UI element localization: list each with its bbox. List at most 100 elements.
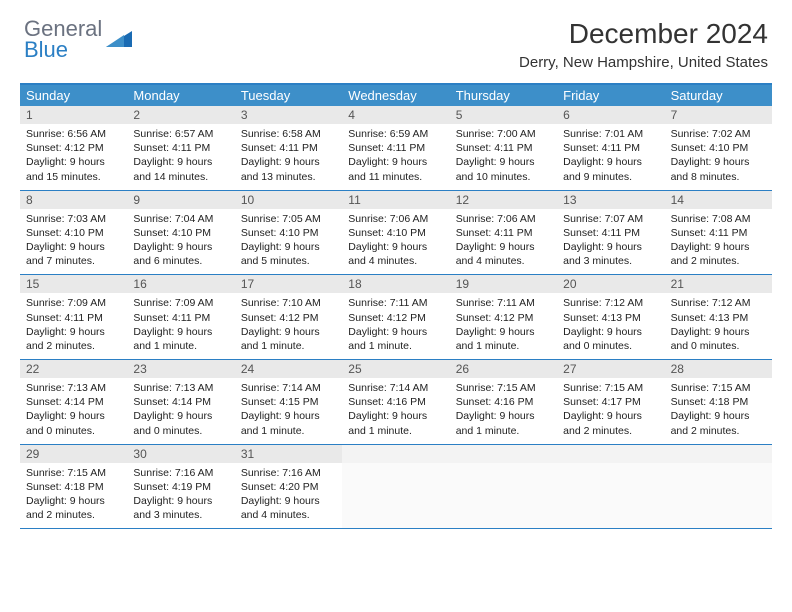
day-body: Sunrise: 7:11 AMSunset: 4:12 PMDaylight:… xyxy=(450,293,557,359)
daylight-text: Daylight: 9 hours and 2 minutes. xyxy=(671,409,766,437)
calendar-cell: 20Sunrise: 7:12 AMSunset: 4:13 PMDayligh… xyxy=(557,275,664,360)
sunset-text: Sunset: 4:11 PM xyxy=(456,141,551,155)
sunset-text: Sunset: 4:11 PM xyxy=(671,226,766,240)
calendar-cell: 26 Sunrise: 7:15 AMSunset: 4:16 PMDayligh… xyxy=(450,360,557,445)
sunrise-text: Sunrise: 7:09 AM xyxy=(133,296,228,310)
day-body: Sunrise: 7:04 AMSunset: 4:10 PMDaylight:… xyxy=(127,209,234,275)
sunset-text: Sunset: 4:18 PM xyxy=(26,480,121,494)
day-body: Sunrise: 6:57 AMSunset: 4:11 PMDaylight:… xyxy=(127,124,234,190)
daylight-text: Daylight: 9 hours and 2 minutes. xyxy=(26,325,121,353)
calendar-cell: 6Sunrise: 7:01 AMSunset: 4:11 PMDaylight… xyxy=(557,106,664,191)
daylight-text: Daylight: 9 hours and 6 minutes. xyxy=(133,240,228,268)
calendar-cell: 23Sunrise: 7:13 AMSunset: 4:14 PMDayligh… xyxy=(127,360,234,445)
day-number: 25 xyxy=(342,360,449,378)
day-body: Sunrise: 7:10 AMSunset: 4:12 PMDaylight:… xyxy=(235,293,342,359)
calendar-grid: SundayMondayTuesdayWednesdayThursdayFrid… xyxy=(20,83,772,529)
day-body: Sunrise: 7:13 AMSunset: 4:14 PMDaylight:… xyxy=(127,378,234,444)
sunrise-text: Sunrise: 7:09 AM xyxy=(26,296,121,310)
sunset-text: Sunset: 4:10 PM xyxy=(348,226,443,240)
location: Derry, New Hampshire, United States xyxy=(519,54,768,71)
calendar-cell: 29Sunrise: 7:15 AMSunset: 4:18 PMDayligh… xyxy=(20,445,127,530)
day-number xyxy=(450,445,557,463)
calendar-cell: 5Sunrise: 7:00 AMSunset: 4:11 PMDaylight… xyxy=(450,106,557,191)
daylight-text: Daylight: 9 hours and 4 minutes. xyxy=(456,240,551,268)
sunrise-text: Sunrise: 7:08 AM xyxy=(671,212,766,226)
daylight-text: Daylight: 9 hours and 0 minutes. xyxy=(671,325,766,353)
sunset-text: Sunset: 4:11 PM xyxy=(133,311,228,325)
calendar-cell: 15Sunrise: 7:09 AMSunset: 4:11 PMDayligh… xyxy=(20,275,127,360)
sunset-text: Sunset: 4:17 PM xyxy=(563,395,658,409)
day-number: 28 xyxy=(665,360,772,378)
day-number: 4 xyxy=(342,106,449,124)
day-number: 8 xyxy=(20,191,127,209)
calendar-cell: 4Sunrise: 6:59 AMSunset: 4:11 PMDaylight… xyxy=(342,106,449,191)
daylight-text: Daylight: 9 hours and 0 minutes. xyxy=(563,325,658,353)
daylight-text: Daylight: 9 hours and 2 minutes. xyxy=(563,409,658,437)
sunrise-text: Sunrise: 7:06 AM xyxy=(456,212,551,226)
daylight-text: Daylight: 9 hours and 3 minutes. xyxy=(563,240,658,268)
sunset-text: Sunset: 4:10 PM xyxy=(26,226,121,240)
day-body: Sunrise: 7:13 AMSunset: 4:14 PMDaylight:… xyxy=(20,378,127,444)
day-body: Sunrise: 7:07 AMSunset: 4:11 PMDaylight:… xyxy=(557,209,664,275)
day-body: Sunrise: 7:15 AMSunset: 4:18 PMDaylight:… xyxy=(20,463,127,529)
sunset-text: Sunset: 4:15 PM xyxy=(241,395,336,409)
day-number: 26 xyxy=(450,360,557,378)
sunrise-text: Sunrise: 7:00 AM xyxy=(456,127,551,141)
sunrise-text: Sunrise: 7:01 AM xyxy=(563,127,658,141)
sunset-text: Sunset: 4:10 PM xyxy=(671,141,766,155)
daylight-text: Daylight: 9 hours and 1 minute. xyxy=(456,409,551,437)
sunrise-text: Sunrise: 7:06 AM xyxy=(348,212,443,226)
sunset-text: Sunset: 4:16 PM xyxy=(456,395,551,409)
sunrise-text: Sunrise: 7:11 AM xyxy=(456,296,551,310)
daylight-text: Daylight: 9 hours and 7 minutes. xyxy=(26,240,121,268)
sunrise-text: Sunrise: 7:02 AM xyxy=(671,127,766,141)
dow-header: Wednesday xyxy=(342,85,449,106)
daylight-text: Daylight: 9 hours and 10 minutes. xyxy=(456,155,551,183)
calendar-cell xyxy=(665,445,772,530)
sunrise-text: Sunrise: 7:15 AM xyxy=(456,381,551,395)
sunset-text: Sunset: 4:20 PM xyxy=(241,480,336,494)
daylight-text: Daylight: 9 hours and 0 minutes. xyxy=(26,409,121,437)
day-body xyxy=(557,463,664,472)
sunrise-text: Sunrise: 7:15 AM xyxy=(563,381,658,395)
day-body: Sunrise: 7:08 AMSunset: 4:11 PMDaylight:… xyxy=(665,209,772,275)
sunset-text: Sunset: 4:11 PM xyxy=(133,141,228,155)
daylight-text: Daylight: 9 hours and 8 minutes. xyxy=(671,155,766,183)
day-body: Sunrise: 7:00 AMSunset: 4:11 PMDaylight:… xyxy=(450,124,557,190)
sunrise-text: Sunrise: 6:59 AM xyxy=(348,127,443,141)
calendar-cell: 7Sunrise: 7:02 AMSunset: 4:10 PMDaylight… xyxy=(665,106,772,191)
header: General Blue December 2024 Derry, New Ha… xyxy=(0,0,792,75)
daylight-text: Daylight: 9 hours and 5 minutes. xyxy=(241,240,336,268)
sunset-text: Sunset: 4:12 PM xyxy=(348,311,443,325)
calendar-cell: 28Sunrise: 7:15 AMSunset: 4:18 PMDayligh… xyxy=(665,360,772,445)
calendar-cell: 10Sunrise: 7:05 AMSunset: 4:10 PMDayligh… xyxy=(235,191,342,276)
daylight-text: Daylight: 9 hours and 2 minutes. xyxy=(671,240,766,268)
daylight-text: Daylight: 9 hours and 1 minute. xyxy=(348,325,443,353)
calendar-cell: 2Sunrise: 6:57 AMSunset: 4:11 PMDaylight… xyxy=(127,106,234,191)
sunrise-text: Sunrise: 7:15 AM xyxy=(671,381,766,395)
daylight-text: Daylight: 9 hours and 13 minutes. xyxy=(241,155,336,183)
daylight-text: Daylight: 9 hours and 4 minutes. xyxy=(348,240,443,268)
sunset-text: Sunset: 4:13 PM xyxy=(671,311,766,325)
sunrise-text: Sunrise: 7:03 AM xyxy=(26,212,121,226)
day-body: Sunrise: 7:12 AMSunset: 4:13 PMDaylight:… xyxy=(557,293,664,359)
day-number: 12 xyxy=(450,191,557,209)
daylight-text: Daylight: 9 hours and 1 minute. xyxy=(456,325,551,353)
sunrise-text: Sunrise: 7:16 AM xyxy=(133,466,228,480)
day-number: 18 xyxy=(342,275,449,293)
day-number: 30 xyxy=(127,445,234,463)
daylight-text: Daylight: 9 hours and 2 minutes. xyxy=(26,494,121,522)
sunset-text: Sunset: 4:10 PM xyxy=(241,226,336,240)
calendar-cell: 16Sunrise: 7:09 AMSunset: 4:11 PMDayligh… xyxy=(127,275,234,360)
sunset-text: Sunset: 4:16 PM xyxy=(348,395,443,409)
sunrise-text: Sunrise: 6:57 AM xyxy=(133,127,228,141)
day-body: Sunrise: 6:59 AMSunset: 4:11 PMDaylight:… xyxy=(342,124,449,190)
sunset-text: Sunset: 4:11 PM xyxy=(26,311,121,325)
sunset-text: Sunset: 4:14 PM xyxy=(133,395,228,409)
daylight-text: Daylight: 9 hours and 0 minutes. xyxy=(133,409,228,437)
calendar-cell: 22Sunrise: 7:13 AMSunset: 4:14 PMDayligh… xyxy=(20,360,127,445)
day-number: 13 xyxy=(557,191,664,209)
sunset-text: Sunset: 4:12 PM xyxy=(241,311,336,325)
sunrise-text: Sunrise: 7:04 AM xyxy=(133,212,228,226)
calendar-cell: 14Sunrise: 7:08 AMSunset: 4:11 PMDayligh… xyxy=(665,191,772,276)
